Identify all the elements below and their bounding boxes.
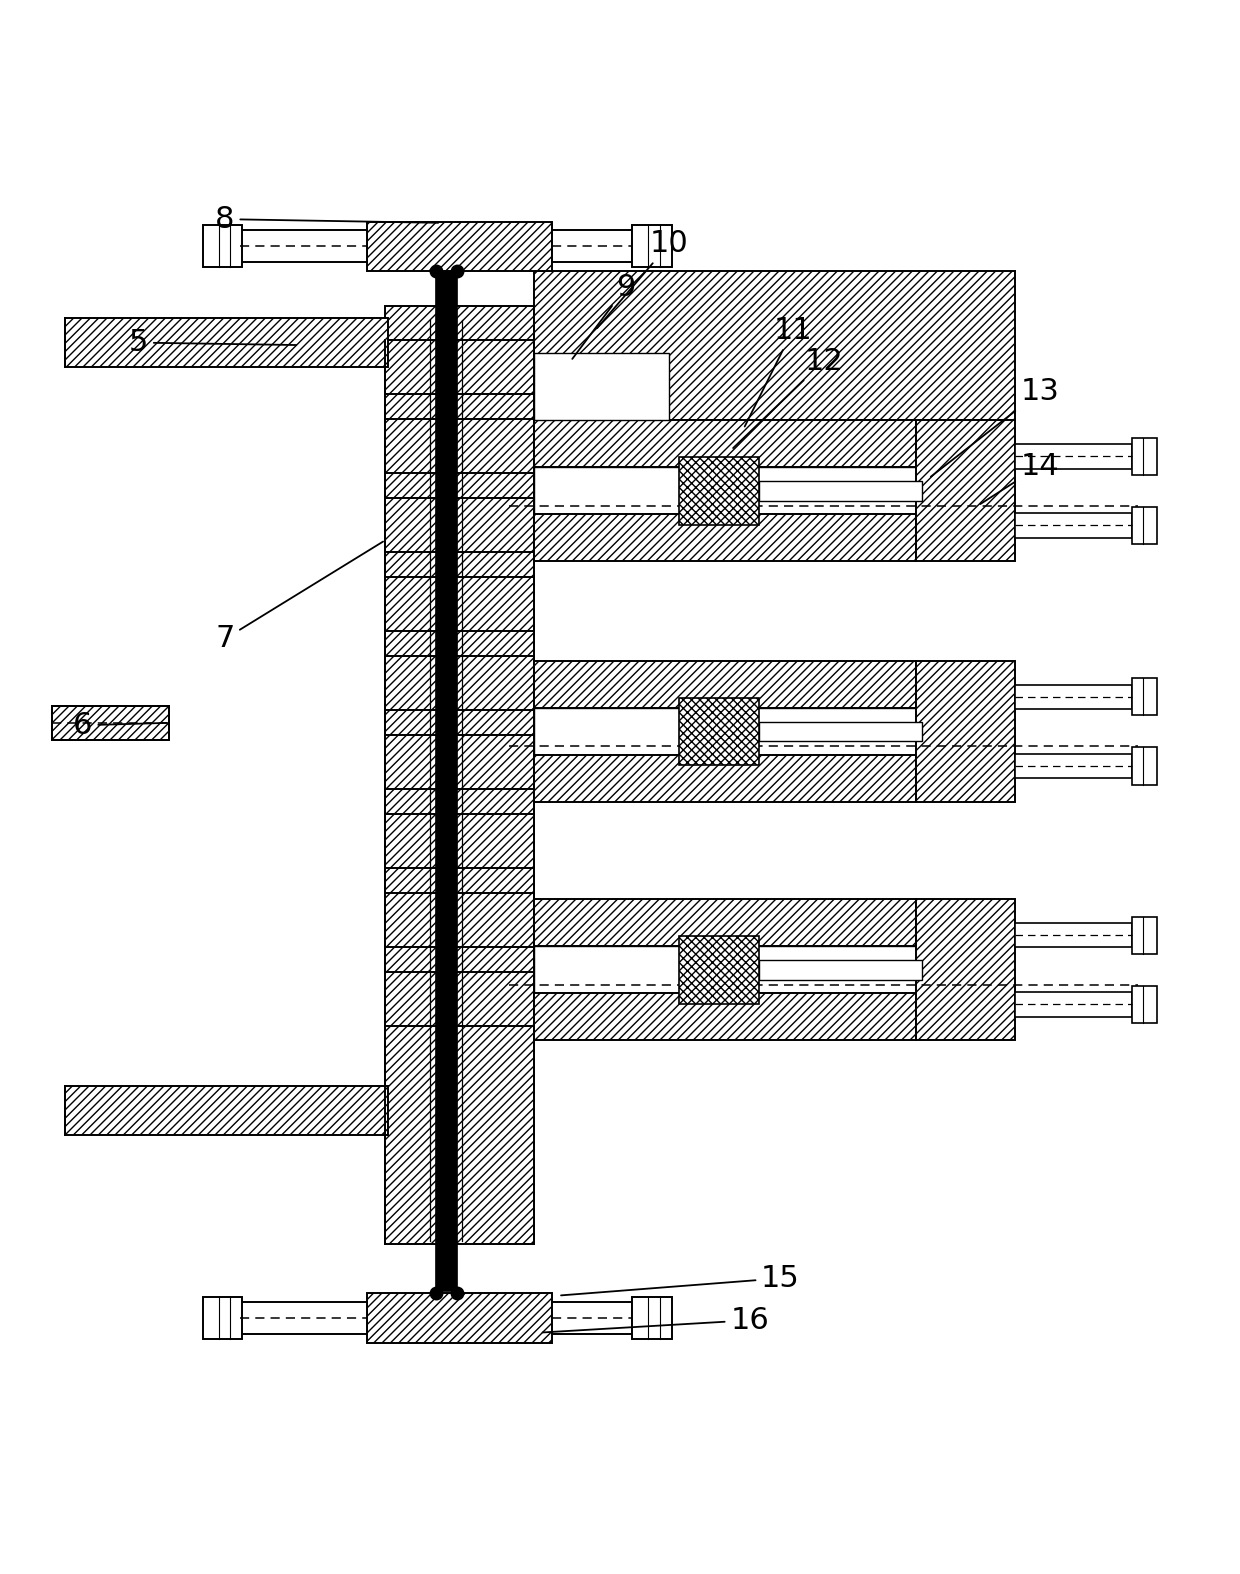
Bar — [386, 578, 533, 631]
Bar — [52, 705, 170, 740]
Text: 14: 14 — [981, 452, 1059, 504]
Text: 13: 13 — [931, 378, 1059, 477]
Bar — [533, 661, 916, 708]
Bar — [916, 899, 1016, 1040]
Text: 10: 10 — [598, 230, 688, 327]
Bar — [533, 708, 916, 756]
Bar — [386, 973, 533, 1026]
Bar — [678, 697, 759, 765]
Bar — [533, 899, 916, 946]
Bar — [386, 497, 533, 552]
Bar — [386, 892, 533, 948]
Bar — [1016, 513, 1132, 538]
Bar — [435, 271, 458, 1291]
Bar — [239, 230, 367, 263]
Bar — [52, 705, 170, 740]
Bar — [533, 946, 916, 993]
Bar — [1016, 685, 1132, 710]
Bar — [386, 305, 533, 1243]
Bar — [533, 353, 670, 420]
Bar — [1132, 916, 1157, 954]
Text: 5: 5 — [129, 327, 296, 357]
Bar — [632, 1297, 672, 1339]
Bar — [1132, 748, 1157, 784]
Text: 11: 11 — [745, 316, 812, 427]
Bar — [367, 222, 552, 271]
Bar — [533, 420, 916, 467]
Bar — [533, 515, 916, 560]
Bar — [1016, 992, 1132, 1017]
Bar — [1016, 754, 1132, 779]
Bar — [1132, 438, 1157, 475]
Text: 8: 8 — [216, 205, 438, 233]
Bar — [632, 225, 672, 268]
Bar — [533, 756, 916, 801]
Bar — [367, 1294, 552, 1343]
Bar — [759, 721, 923, 741]
Text: 9: 9 — [573, 272, 636, 359]
Bar — [552, 230, 632, 263]
Bar — [916, 420, 1016, 560]
Bar — [759, 482, 923, 501]
Bar — [1132, 985, 1157, 1023]
Bar — [386, 419, 533, 474]
Bar — [533, 467, 916, 515]
Bar — [64, 318, 388, 367]
Bar — [533, 271, 1016, 420]
Text: 15: 15 — [560, 1264, 800, 1295]
Bar — [386, 340, 533, 395]
Bar — [916, 661, 1016, 801]
Bar — [1016, 922, 1132, 948]
Bar — [1016, 444, 1132, 469]
Bar — [386, 656, 533, 710]
Bar — [678, 456, 759, 524]
Bar — [678, 937, 759, 1004]
Bar — [759, 960, 923, 979]
Bar — [386, 305, 533, 1243]
Bar — [533, 993, 916, 1040]
Text: 16: 16 — [543, 1306, 769, 1335]
Bar — [386, 735, 533, 790]
Bar — [239, 1302, 367, 1333]
Bar — [386, 814, 533, 869]
Bar — [1132, 507, 1157, 543]
Text: 7: 7 — [216, 541, 383, 653]
Bar — [552, 1302, 632, 1333]
Bar — [203, 225, 242, 268]
Bar — [203, 1297, 242, 1339]
Bar — [64, 1086, 388, 1135]
Text: 12: 12 — [733, 346, 843, 449]
Text: 6: 6 — [73, 711, 166, 740]
Bar — [1132, 678, 1157, 716]
